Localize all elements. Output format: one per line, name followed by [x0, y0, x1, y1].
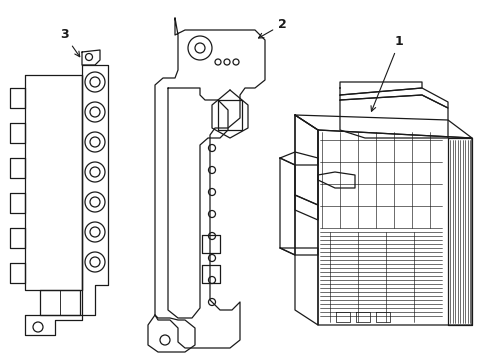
- Text: 3: 3: [60, 28, 80, 57]
- Text: 2: 2: [259, 18, 287, 38]
- Text: 1: 1: [371, 35, 404, 111]
